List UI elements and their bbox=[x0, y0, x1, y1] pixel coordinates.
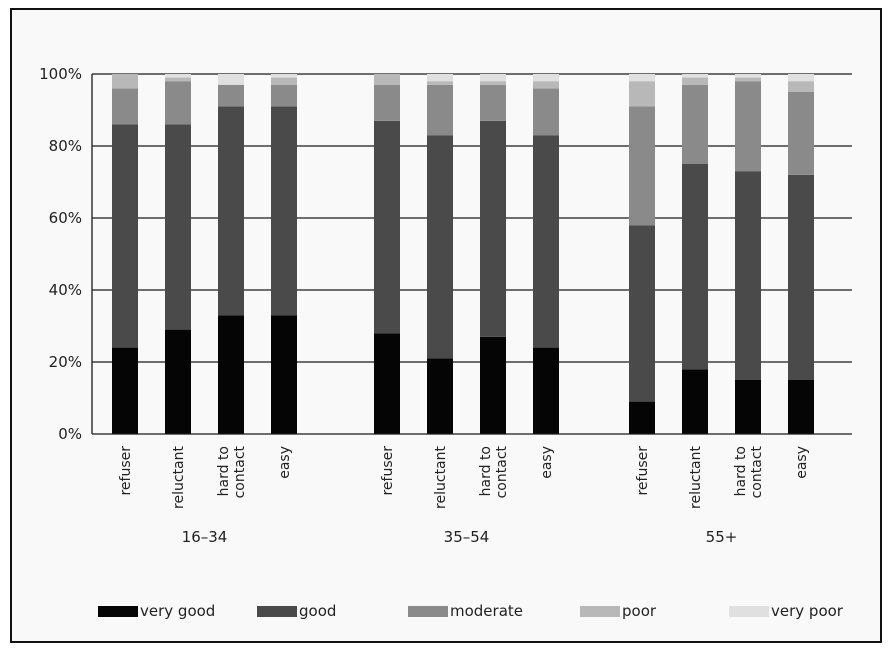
bar-segment-good bbox=[788, 174, 814, 380]
bar-segment-good bbox=[374, 120, 400, 334]
bars bbox=[112, 74, 814, 434]
bar-segment-very-poor bbox=[218, 74, 244, 85]
bar-segment-very-poor bbox=[682, 74, 708, 78]
bar-segment-moderate bbox=[788, 92, 814, 175]
bar-segment-very-poor bbox=[629, 74, 655, 82]
legend-swatch bbox=[408, 606, 448, 617]
bar-segment-very-poor bbox=[533, 74, 559, 82]
group-label: 55+ bbox=[706, 528, 738, 546]
legend-label: very poor bbox=[771, 602, 844, 620]
y-tick-label: 80% bbox=[49, 137, 82, 155]
bar-segment-moderate bbox=[112, 88, 138, 125]
bar-segment-moderate bbox=[480, 84, 506, 121]
bar-segment-very-good bbox=[271, 315, 297, 434]
bar-segment-very-good bbox=[218, 315, 244, 434]
bar-segment-very-good bbox=[533, 347, 559, 434]
x-category-label: easy bbox=[539, 446, 555, 479]
x-category-label: refuser bbox=[118, 446, 134, 496]
bar-segment-poor bbox=[533, 81, 559, 89]
bar-segment-moderate bbox=[533, 88, 559, 136]
y-tick-label: 20% bbox=[49, 353, 82, 371]
bar-segment-poor bbox=[480, 81, 506, 85]
chart-frame: 0% 20% 40% 60% 80% 100% refuser reluctant hard t… bbox=[10, 8, 882, 643]
x-category-label: hard tocontact bbox=[733, 445, 765, 498]
bar-segment-moderate bbox=[218, 84, 244, 107]
legend-label: very good bbox=[140, 602, 215, 620]
bar-segment-very-poor bbox=[735, 74, 761, 78]
bar-segment-moderate bbox=[735, 81, 761, 172]
bar-segment-good bbox=[427, 135, 453, 359]
bar-segment-poor bbox=[112, 74, 138, 89]
bar-segment-very-poor bbox=[788, 74, 814, 82]
bar-segment-moderate bbox=[271, 84, 297, 107]
bar-segment-poor bbox=[374, 74, 400, 85]
x-category-label: reluctant bbox=[688, 445, 704, 508]
labels: 0% 20% 40% 60% 80% 100% refuser reluctant hard t… bbox=[39, 65, 810, 546]
axes bbox=[91, 74, 852, 435]
bar-segment-very-good bbox=[165, 329, 191, 434]
group-label: 35–54 bbox=[444, 528, 490, 546]
bar-segment-moderate bbox=[374, 84, 400, 121]
bar-segment-poor bbox=[271, 77, 297, 85]
bar-segment-very-poor bbox=[427, 74, 453, 82]
x-category-label: refuser bbox=[635, 446, 651, 496]
bar-segment-very-good bbox=[735, 380, 761, 434]
bar-segment-good bbox=[112, 124, 138, 348]
y-tick-label: 100% bbox=[39, 65, 82, 83]
legend-swatch bbox=[729, 606, 769, 617]
bar-segment-moderate bbox=[427, 84, 453, 136]
bar-segment-very-poor bbox=[165, 74, 191, 78]
legend: very good good moderate poor very poor bbox=[98, 602, 844, 620]
bar-segment-very-good bbox=[374, 333, 400, 434]
bar-segment-very-good bbox=[480, 336, 506, 434]
legend-label: poor bbox=[622, 602, 657, 620]
bar-segment-good bbox=[480, 120, 506, 337]
bar-segment-good bbox=[165, 124, 191, 330]
bar-segment-good bbox=[533, 135, 559, 348]
x-category-label: refuser bbox=[380, 446, 396, 496]
bar-segment-very-poor bbox=[271, 74, 297, 78]
bar-segment-very-good bbox=[112, 347, 138, 434]
x-category-label: hard tocontact bbox=[478, 445, 510, 498]
x-category-label: easy bbox=[794, 446, 810, 479]
bar-segment-moderate bbox=[682, 84, 708, 164]
legend-swatch bbox=[580, 606, 620, 617]
y-tick-label: 60% bbox=[49, 209, 82, 227]
x-category-label: reluctant bbox=[171, 445, 187, 508]
legend-swatch bbox=[257, 606, 297, 617]
bar-segment-very-good bbox=[427, 358, 453, 434]
bar-segment-poor bbox=[682, 77, 708, 85]
bar-segment-poor bbox=[629, 81, 655, 107]
bar-segment-very-good bbox=[788, 380, 814, 434]
bar-segment-very-poor bbox=[480, 74, 506, 82]
bar-segment-moderate bbox=[629, 106, 655, 226]
bar-segment-very-good bbox=[682, 369, 708, 434]
bar-segment-poor bbox=[735, 77, 761, 82]
legend-label: good bbox=[299, 602, 336, 620]
x-category-label: easy bbox=[277, 446, 293, 479]
bar-segment-poor bbox=[788, 81, 814, 92]
legend-label: moderate bbox=[450, 602, 523, 620]
bar-segment-poor bbox=[165, 77, 191, 82]
stacked-bar-chart: 0% 20% 40% 60% 80% 100% refuser reluctant hard t… bbox=[39, 65, 852, 620]
bar-segment-good bbox=[218, 106, 244, 316]
bar-segment-good bbox=[735, 171, 761, 380]
bar-segment-good bbox=[271, 106, 297, 316]
bar-segment-moderate bbox=[165, 81, 191, 125]
x-category-label: reluctant bbox=[433, 445, 449, 508]
bar-segment-very-good bbox=[629, 401, 655, 434]
x-category-label: hard tocontact bbox=[216, 445, 248, 498]
y-tick-label: 40% bbox=[49, 281, 82, 299]
y-tick-label: 0% bbox=[58, 425, 82, 443]
bar-segment-good bbox=[629, 225, 655, 402]
group-label: 16–34 bbox=[182, 528, 228, 546]
bar-segment-good bbox=[682, 164, 708, 370]
legend-swatch bbox=[98, 606, 138, 617]
bar-segment-poor bbox=[427, 81, 453, 85]
